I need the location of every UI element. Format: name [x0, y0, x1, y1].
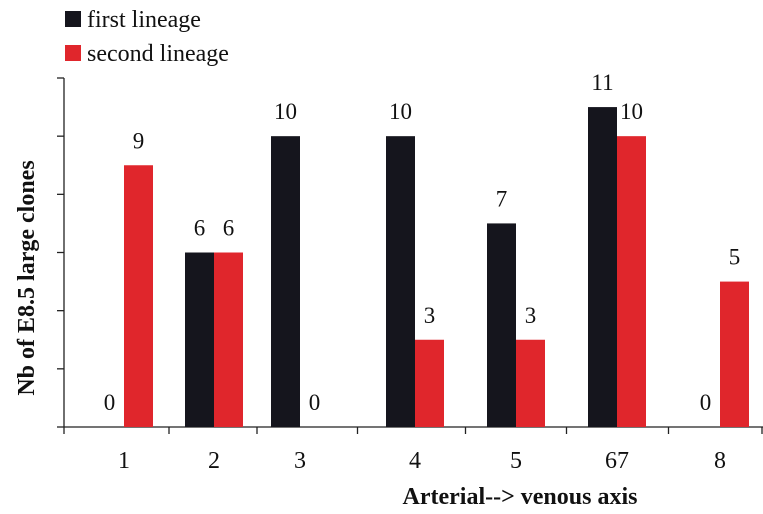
bars: [124, 107, 749, 427]
data-label: 7: [496, 186, 508, 211]
data-label: 11: [591, 70, 613, 95]
x-axis-title: Arterial--> venous axis: [403, 484, 638, 510]
data-label: 5: [729, 245, 741, 270]
data-label: 6: [223, 216, 235, 241]
x-tick-label: 8: [714, 448, 726, 474]
y-ticks: [57, 77, 64, 428]
legend-label-first-lineage: first lineage: [87, 7, 201, 33]
legend: first lineage second lineage: [65, 7, 229, 67]
bar-first-lineage-67: [588, 107, 617, 427]
bar-second-lineage-8: [720, 281, 749, 427]
y-axis-title: Nb of E8.5 large clones: [14, 160, 40, 395]
x-tick-label: 4: [409, 448, 421, 474]
bar-second-lineage-1: [124, 165, 153, 427]
bar-second-lineage-4: [415, 339, 444, 427]
data-label: 10: [389, 99, 412, 124]
bar-second-lineage-67: [617, 136, 646, 427]
bar-first-lineage-3: [271, 136, 300, 427]
bar-first-lineage-5: [487, 223, 516, 427]
data-label: 0: [104, 390, 116, 415]
data-label: 10: [620, 99, 643, 124]
bar-first-lineage-4: [386, 136, 415, 427]
x-ticks: 1 2 3 4 5 67 8: [63, 427, 763, 474]
legend-swatch-second-lineage: [65, 45, 81, 61]
bar-second-lineage-5: [516, 339, 545, 427]
data-label: 3: [424, 303, 436, 328]
x-tick-label: 67: [605, 448, 629, 474]
x-tick-label: 5: [510, 448, 522, 474]
axes: 1 2 3 4 5 67 8: [57, 77, 763, 474]
bar-first-lineage-2: [185, 252, 214, 427]
data-label: 9: [133, 128, 145, 153]
data-label: 6: [194, 216, 206, 241]
x-tick-label: 2: [208, 448, 220, 474]
data-label: 0: [700, 390, 712, 415]
legend-label-second-lineage: second lineage: [87, 41, 229, 67]
x-tick-label: 3: [294, 448, 306, 474]
bar-second-lineage-2: [214, 252, 243, 427]
data-label: 3: [525, 303, 537, 328]
data-label: 0: [309, 390, 321, 415]
data-label: 10: [274, 99, 297, 124]
x-tick-label: 1: [118, 448, 130, 474]
value-labels: 0 6 10 10 7 11 0 9 6 0 3 3 10 5: [104, 70, 741, 415]
legend-swatch-first-lineage: [65, 11, 81, 27]
